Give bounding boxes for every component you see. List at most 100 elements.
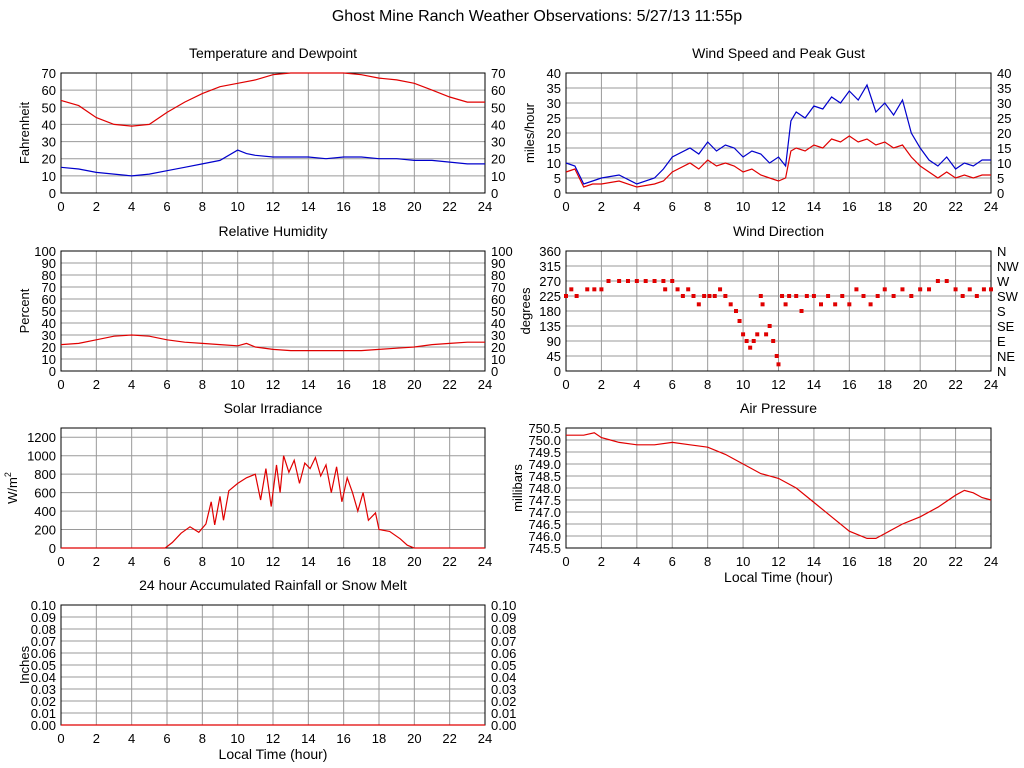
- x-tick-label: 20: [407, 554, 421, 569]
- y-tick-label: 30: [547, 96, 561, 111]
- y-right-tick-label: SE: [997, 319, 1015, 334]
- wind_direction-point: [780, 294, 785, 298]
- wind_direction-point: [744, 339, 749, 343]
- humidity-ylabel: Percent: [17, 288, 32, 333]
- y-tick-label: 10: [42, 352, 56, 367]
- y-tick-label: 60: [42, 292, 56, 307]
- x-tick-label: 4: [128, 199, 135, 214]
- y-tick-label: 750.5: [528, 421, 561, 436]
- rainfall-chart: 24 hour Accumulated Rainfall or Snow Mel…: [17, 577, 516, 762]
- x-tick-label: 4: [128, 731, 135, 746]
- wind_direction-point: [918, 287, 923, 292]
- wind_direction-point: [741, 332, 746, 337]
- wind_speed-series-red: [565, 135, 991, 188]
- y-right-tick-label: 0.04: [491, 670, 516, 685]
- x-tick-label: 22: [442, 199, 456, 214]
- y-tick-label: 20: [42, 152, 56, 167]
- x-tick-label: 20: [407, 199, 421, 214]
- y-tick-label: 360: [539, 244, 561, 259]
- wind_direction-point: [712, 294, 717, 298]
- y-right-tick-label: 70: [491, 66, 505, 81]
- x-tick-label: 0: [57, 199, 64, 214]
- x-tick-label: 14: [807, 554, 821, 569]
- wind_direction-point: [723, 294, 728, 298]
- wind_direction-point: [569, 287, 574, 292]
- plot-frame: [60, 427, 486, 549]
- x-tick-label: 24: [984, 377, 998, 392]
- y-tick-label: 20: [42, 340, 56, 355]
- y-tick-label: 0.07: [31, 634, 56, 649]
- x-tick-label: 14: [807, 199, 821, 214]
- wind_direction-point: [819, 302, 823, 307]
- y-tick-label: 30: [42, 328, 56, 343]
- x-tick-label: 10: [230, 199, 244, 214]
- y-tick-label: 180: [539, 304, 561, 319]
- y-tick-label: 5: [554, 171, 561, 186]
- wind_direction-point: [661, 279, 666, 283]
- x-tick-label: 6: [163, 199, 170, 214]
- y-tick-label: 600: [34, 486, 56, 501]
- x-tick-label: 18: [878, 554, 892, 569]
- wind_direction-point: [728, 302, 733, 307]
- x-tick-label: 14: [301, 554, 315, 569]
- wind_direction-point: [751, 339, 756, 343]
- x-tick-label: 18: [878, 199, 892, 214]
- y-right-tick-label: 80: [491, 268, 505, 283]
- wind_direction-point: [574, 294, 579, 298]
- x-tick-label: 4: [633, 554, 640, 569]
- x-tick-label: 0: [562, 377, 569, 392]
- x-tick-label: 8: [704, 377, 711, 392]
- wind_direction-point: [794, 294, 799, 298]
- wind_direction-point: [755, 332, 760, 337]
- y-tick-label: 0.06: [31, 646, 56, 661]
- plot-frame: [565, 72, 992, 194]
- wind_direction-point: [804, 294, 809, 298]
- x-tick-label: 6: [163, 377, 170, 392]
- x-tick-label: 10: [230, 731, 244, 746]
- wind_direction-point: [787, 294, 792, 298]
- solar-ylabel: W/m2: [3, 472, 20, 504]
- y-right-tick-label: NW: [997, 259, 1019, 274]
- wind_direction-point: [758, 294, 763, 298]
- y-right-tick-label: 0.06: [491, 646, 516, 661]
- y-right-tick-label: 15: [997, 141, 1011, 156]
- y-tick-label: 35: [547, 81, 561, 96]
- temperature-ylabel: Fahrenheit: [17, 102, 32, 165]
- x-tick-label: 0: [57, 731, 64, 746]
- y-tick-label: 750.0: [528, 433, 561, 448]
- x-tick-label: 20: [407, 377, 421, 392]
- x-tick-label: 24: [478, 377, 492, 392]
- wind_direction-point: [737, 319, 742, 323]
- wind_direction-point: [686, 287, 691, 292]
- wind_direction-point: [989, 287, 993, 292]
- y-tick-label: 25: [547, 111, 561, 126]
- x-tick-label: 22: [948, 554, 962, 569]
- wind_direction-point: [909, 294, 914, 298]
- rainfall-title: 24 hour Accumulated Rainfall or Snow Mel…: [139, 577, 407, 593]
- y-tick-label: 315: [539, 259, 561, 274]
- y-tick-label: 270: [539, 274, 561, 289]
- x-tick-label: 2: [598, 199, 605, 214]
- y-tick-label: 0.02: [31, 694, 56, 709]
- pressure-series-red: [566, 432, 992, 539]
- y-right-tick-label: 10: [491, 169, 505, 184]
- wind_direction-point: [702, 294, 707, 298]
- x-tick-label: 22: [442, 377, 456, 392]
- x-tick-label: 22: [948, 377, 962, 392]
- x-tick-label: 18: [372, 377, 386, 392]
- wind_direction-point: [868, 302, 873, 307]
- wind_speed-title: Wind Speed and Peak Gust: [692, 45, 865, 61]
- wind_direction-point: [707, 294, 712, 298]
- wind_direction-point: [774, 354, 779, 358]
- y-right-tick-label: 0.08: [491, 622, 516, 637]
- y-right-tick-label: 0: [491, 186, 498, 201]
- wind_direction-point: [652, 279, 657, 283]
- x-tick-label: 20: [913, 554, 927, 569]
- x-tick-label: 18: [372, 731, 386, 746]
- y-right-tick-label: 0.00: [491, 718, 516, 733]
- y-tick-label: 1000: [27, 449, 56, 464]
- temperature-series-blue: [60, 149, 485, 177]
- y-tick-label: 748.0: [528, 481, 561, 496]
